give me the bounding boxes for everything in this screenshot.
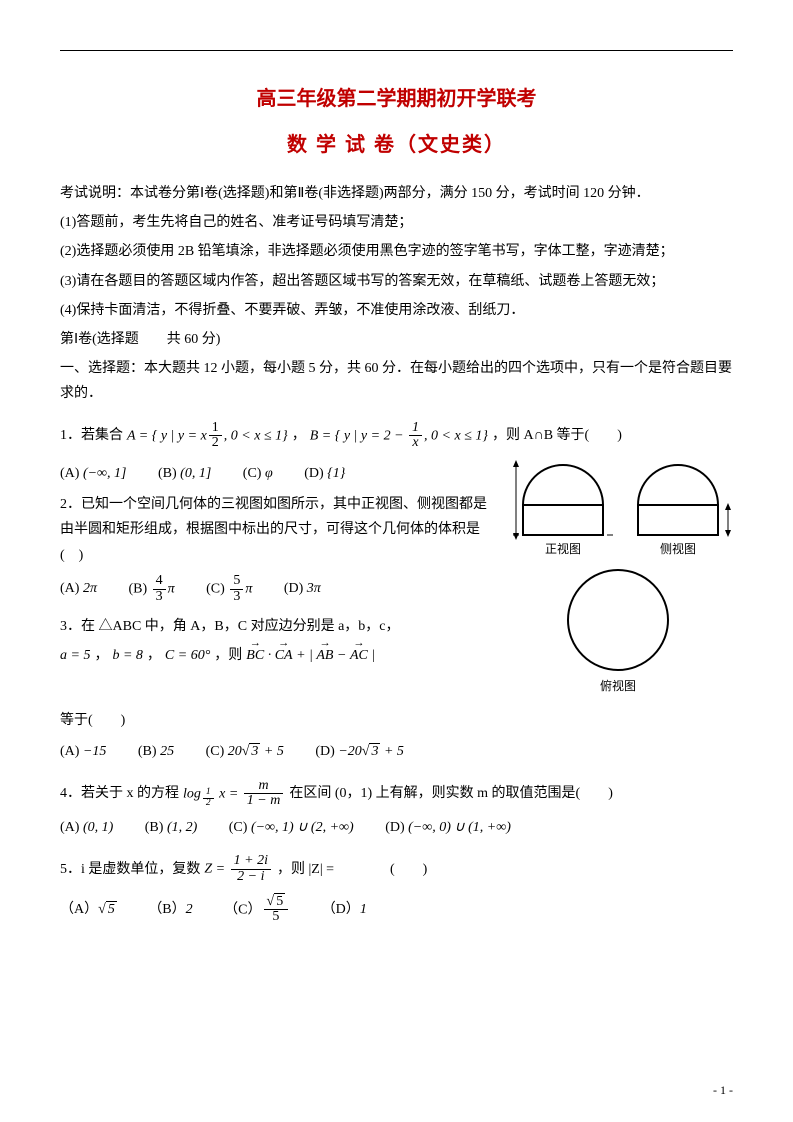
q3-opt-c: 20√3 + 5 [228, 744, 284, 759]
instructions-p2: (2)选择题必须使用 2B 铅笔填涂，非选择题必须使用黑色字迹的签字笔书写，字体… [60, 239, 733, 264]
section1-part-title: 第Ⅰ卷(选择题 共 60 分) [60, 327, 733, 352]
q4-equation: log12 x = m1 − m [183, 779, 285, 809]
q1-opt-b-label: (B) [158, 466, 180, 481]
svg-text:正视图: 正视图 [545, 541, 581, 556]
q1-tail: ，则 A∩B 等于( ) [492, 423, 622, 448]
q4-opt-c: (−∞, 1) ∪ (2, +∞) [251, 820, 354, 835]
q3-opt-a-label: (A) [60, 744, 83, 759]
q2-opt-a-label: (A) [60, 581, 83, 596]
q2-opt-a: 2π [83, 581, 97, 596]
q2-options: (A) 2π (B) 43π (C) 53π (D) 3π [60, 574, 493, 604]
question-2: 2．已知一个空间几何体的三视图如图所示，其中正视图、侧视图都是由半圆和矩形组成，… [60, 492, 493, 568]
section1-intro: 一、选择题：本大题共 12 小题，每小题 5 分，共 60 分．在每小题给出的四… [60, 356, 733, 406]
q5-z: Z = 1 + 2i2 − i [204, 854, 273, 884]
q5-opt-b: 2 [186, 902, 193, 917]
q3-opt-b: 25 [160, 744, 174, 759]
three-view-figure: 正视图 侧视图 俯视图 [503, 455, 733, 704]
q1-opt-d: {1} [327, 466, 345, 481]
question-4: 4．若关于 x 的方程 log12 x = m1 − m 在区间 (0，1) 上… [60, 779, 733, 809]
q5-opt-d: 1 [360, 902, 367, 917]
q4-opt-a-label: (A) [60, 820, 83, 835]
svg-text:俯视图: 俯视图 [600, 678, 636, 693]
q3-mid: ，则 [214, 643, 242, 668]
question-3-line3: 等于( ) [60, 708, 733, 733]
q5-opt-a: √5 [98, 902, 117, 917]
q4-opt-d: (−∞, 0) ∪ (1, +∞) [408, 820, 511, 835]
q3-opt-d-label: (D) [315, 744, 338, 759]
q4-opt-b-label: (B) [145, 820, 167, 835]
q5-lead: 5．i 是虚数单位，复数 [60, 857, 200, 882]
instructions-p4: (4)保持卡面清洁，不得折叠、不要弄破、弄皱，不准使用涂改液、刮纸刀． [60, 298, 733, 323]
question-5: 5．i 是虚数单位，复数 Z = 1 + 2i2 − i ，则 |Z| = ( … [60, 854, 733, 884]
q4-opt-c-label: (C) [229, 820, 251, 835]
q3-opt-c-label: (C) [206, 744, 228, 759]
q2-opt-b-num: 4 [156, 573, 163, 588]
q1-opt-d-label: (D) [304, 466, 327, 481]
q2-opt-c-label: (C) [206, 581, 228, 596]
q3-expression: BC · CA + | AB − AC | [246, 643, 375, 668]
q4-options: (A) (0, 1) (B) (1, 2) (C) (−∞, 1) ∪ (2, … [60, 815, 733, 840]
q1-opt-a: (−∞, 1] [83, 466, 127, 481]
top-rule [60, 50, 733, 51]
q2-opt-d: 3π [307, 581, 321, 596]
q3-b: b = 8 [112, 643, 142, 668]
q1-setB: B = { y | y = 2 − 1x, 0 < x ≤ 1} [310, 421, 488, 451]
question-3-line2: a = 5， b = 8， C = 60° ，则 BC · CA + | AB … [60, 643, 493, 668]
q5-tail: ，则 |Z| = ( ) [277, 857, 427, 882]
q5-opt-c-den: 5 [272, 909, 279, 924]
q1-setA: A = { y | y = x12, 0 < x ≤ 1} [127, 421, 288, 451]
q5-options: （A）√5 （B）2 （C）√55 （D）1 [60, 895, 733, 925]
q4-opt-a: (0, 1) [83, 820, 113, 835]
q2-opt-c-den: 3 [233, 589, 240, 604]
q1-options: (A) (−∞, 1] (B) (0, 1] (C) φ (D) {1} [60, 461, 493, 486]
q1-opt-a-label: (A) [60, 466, 83, 481]
instructions-p3: (3)请在各题目的答题区域内作答，超出答题区域书写的答案无效，在草稿纸、试题卷上… [60, 269, 733, 294]
q1-comma1: ， [292, 423, 306, 448]
svg-text:侧视图: 侧视图 [660, 541, 696, 556]
instructions-p0: 考试说明：本试卷分第Ⅰ卷(选择题)和第Ⅱ卷(非选择题)两部分，满分 150 分，… [60, 181, 733, 206]
q1-opt-c-label: (C) [243, 466, 265, 481]
q2-opt-d-label: (D) [284, 581, 307, 596]
q1-opt-c: φ [265, 466, 273, 481]
q1-lead: 1．若集合 [60, 423, 123, 448]
q4-tail: 在区间 (0，1) 上有解，则实数 m 的取值范围是( ) [289, 781, 613, 806]
q3-opt-a: −15 [83, 744, 106, 759]
q4-lead: 4．若关于 x 的方程 [60, 781, 179, 806]
q4-opt-b: (1, 2) [167, 820, 197, 835]
q3-c: C = 60° [165, 643, 210, 668]
q4-opt-d-label: (D) [385, 820, 408, 835]
q2-opt-c-num: 5 [233, 573, 240, 588]
q1-opt-b: (0, 1] [180, 466, 211, 481]
instructions-p1: (1)答题前，考生先将自己的姓名、准考证号码填写清楚； [60, 210, 733, 235]
title-line-2: 数 学 试 卷（文史类） [60, 127, 733, 163]
page-number: - 1 - [713, 1080, 733, 1102]
q3-options: (A) −15 (B) 25 (C) 20√3 + 5 (D) −20√3 + … [60, 739, 733, 764]
q3-opt-d: −20√3 + 5 [338, 744, 404, 759]
q3-a: a = 5 [60, 643, 90, 668]
q2-opt-b-den: 3 [156, 589, 163, 604]
q2-opt-b-label: (B) [128, 581, 150, 596]
title-line-1: 高三年级第二学期期初开学联考 [60, 81, 733, 117]
q3-opt-b-label: (B) [138, 744, 160, 759]
question-1: 1．若集合 A = { y | y = x12, 0 < x ≤ 1} ， B … [60, 421, 733, 451]
